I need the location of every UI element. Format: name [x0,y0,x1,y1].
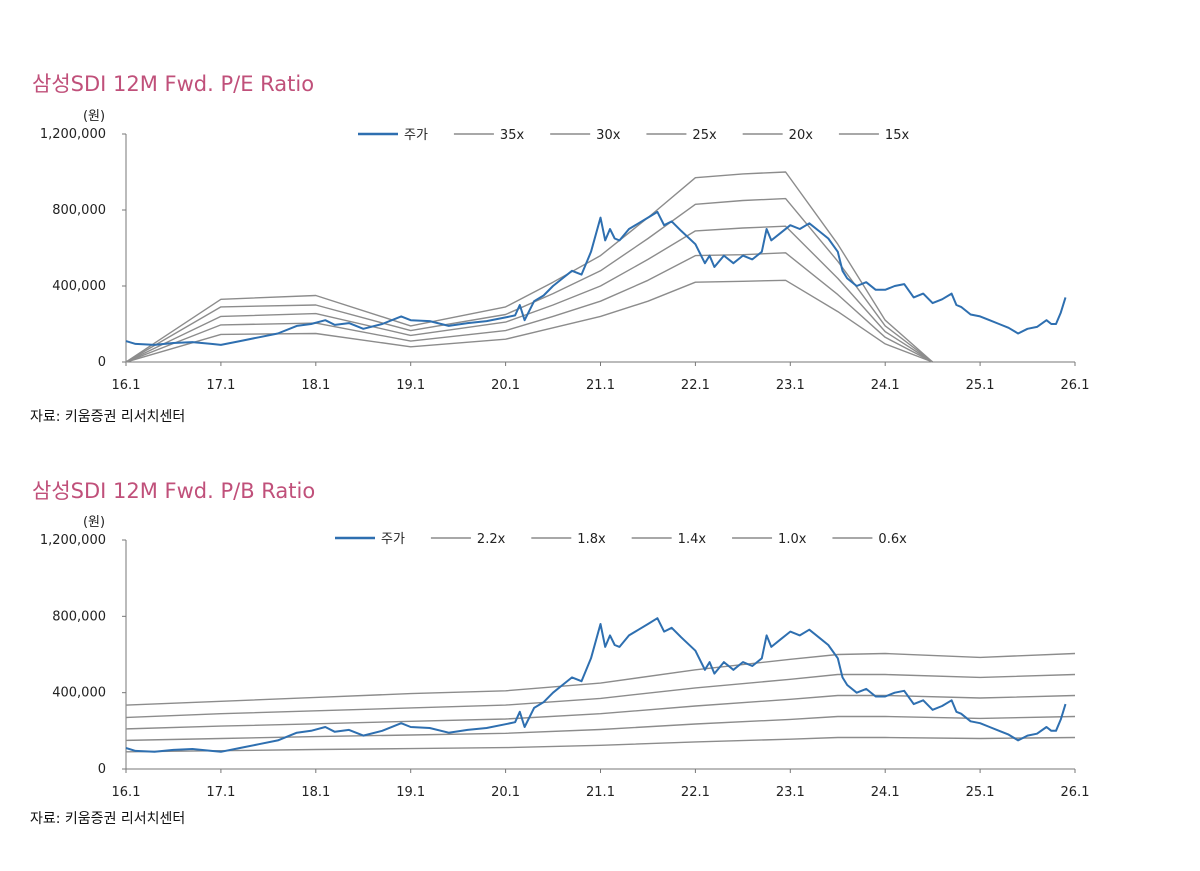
c0-x-tick-label: 16.1 [112,378,141,393]
c0-y-tick-label: 400,000 [52,279,106,294]
c0-legend-label-20x: 20x [789,128,814,143]
c1-y-tick-label: 1,200,000 [40,533,106,548]
c1-y-tick-label: 800,000 [52,609,106,624]
c0-x-tick-label: 23.1 [776,378,805,393]
c1-x-tick-label: 16.1 [112,785,141,800]
c0-y-tick-label: 1,200,000 [40,127,106,142]
c0-legend-label-25x: 25x [692,128,717,143]
c1-series-line-1.8x [125,673,1076,719]
c0-x-tick-label: 25.1 [966,378,995,393]
c1-x-tick-label: 22.1 [681,785,710,800]
c1-series-line-2.2x [125,652,1076,706]
c1-legend-label-1.8x: 1.8x [577,532,606,547]
c0-x-tick-label: 24.1 [871,378,900,393]
c1-y-unit-label: (원) [83,515,105,530]
c1-series-line-0.6x [125,736,1076,753]
c0-x-tick-label: 19.1 [396,378,425,393]
c1-y-tick-label: 0 [98,762,106,777]
c1-x-tick-label: 21.1 [586,785,615,800]
c1-x-tick-label: 18.1 [301,785,330,800]
c1-legend-label-주가: 주가 [381,532,405,547]
c1-series-line-1.4x [125,694,1076,730]
c1-y-tick-label: 400,000 [52,686,106,701]
c0-x-tick-label: 20.1 [491,378,520,393]
c1-legend-label-1.0x: 1.0x [778,532,807,547]
c0-x-tick-label: 21.1 [586,378,615,393]
c1-legend-label-0.6x: 0.6x [878,532,907,547]
c0-x-tick-label: 22.1 [681,378,710,393]
c0-series-line-30x [125,197,934,363]
c0-legend-label-30x: 30x [596,128,621,143]
c0-y-tick-label: 800,000 [52,203,106,218]
c1-legend-label-2.2x: 2.2x [477,532,506,547]
c1-x-tick-label: 17.1 [206,785,235,800]
source-note-pb: 자료: 키움증권 리서치센터 [30,811,186,827]
c0-y-tick-label: 0 [98,355,106,370]
chart-title-pb: 삼성SDI 12M Fwd. P/B Ratio [32,479,316,503]
c1-x-tick-label: 23.1 [776,785,805,800]
c0-x-tick-label: 26.1 [1061,378,1090,393]
c1-x-tick-label: 19.1 [396,785,425,800]
c0-series-line-15x [125,279,933,363]
c0-series-line-20x [125,252,933,363]
c1-x-tick-label: 20.1 [491,785,520,800]
c1-x-tick-label: 24.1 [871,785,900,800]
c1-series-line-1.0x [125,715,1076,742]
c0-legend-label-15x: 15x [885,128,910,143]
source-note-pe: 자료: 키움증권 리서치센터 [30,409,186,425]
c1-x-tick-label: 26.1 [1061,785,1090,800]
c1-x-tick-label: 25.1 [966,785,995,800]
chart-title-pe: 삼성SDI 12M Fwd. P/E Ratio [32,72,315,96]
c0-series-line-주가 [125,210,1067,346]
c0-series-line-35x [125,171,934,363]
c0-legend-label-35x: 35x [500,128,525,143]
c0-legend-label-주가: 주가 [404,128,428,143]
c0-x-tick-label: 17.1 [206,378,235,393]
c0-series-line-25x [125,225,933,363]
c1-legend-label-1.4x: 1.4x [678,532,707,547]
c0-x-tick-label: 18.1 [301,378,330,393]
c1-series-line-주가 [125,617,1067,753]
c0-y-unit-label: (원) [83,109,105,124]
